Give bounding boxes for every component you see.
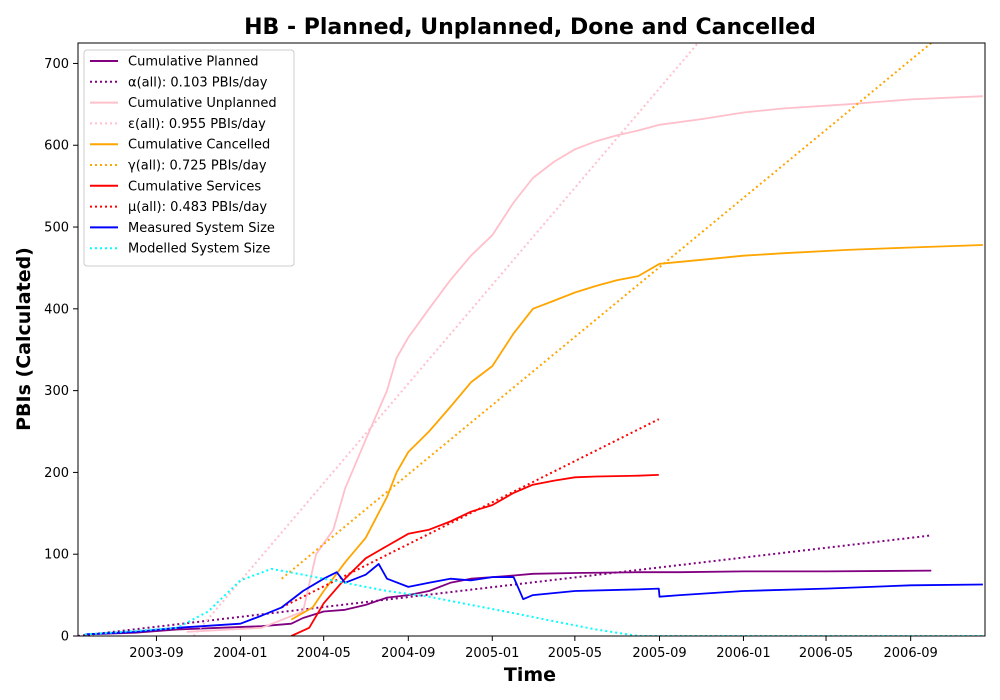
y-tick-label: 600	[44, 139, 69, 154]
x-tick-label: 2006-05	[799, 646, 853, 661]
y-tick-label: 500	[44, 221, 69, 236]
y-tick-label: 400	[44, 302, 69, 317]
x-tick-label: 2003-09	[129, 646, 183, 661]
series-line-0	[84, 569, 932, 636]
y-tick-label: 700	[44, 57, 69, 72]
y-tick-label: 300	[44, 384, 69, 399]
series-line-6	[290, 474, 659, 636]
legend-label: γ(all): 0.725 PBIs/day	[128, 159, 267, 174]
series-line-9	[84, 567, 983, 636]
series-line-1	[78, 534, 932, 636]
x-tick-label: 2004-01	[213, 646, 267, 661]
series-line-7	[281, 418, 660, 609]
legend-label: Cumulative Unplanned	[128, 96, 277, 111]
legend: Cumulative Planned α(all): 0.103 PBIs/day…	[83, 49, 295, 267]
x-axis-label: Time	[504, 664, 556, 686]
legend-label: Cumulative Cancelled	[128, 138, 270, 153]
y-tick-label: 200	[44, 466, 69, 481]
series-line-2	[186, 95, 983, 633]
series-line-8	[84, 563, 983, 636]
plot-frame	[77, 42, 986, 637]
legend-label: Cumulative Planned	[128, 55, 258, 70]
legend-label: μ(all): 0.483 PBIs/day	[128, 200, 267, 215]
legend-label: α(all): 0.103 PBIs/day	[128, 75, 268, 90]
chart-title: HB - Planned, Unplanned, Done and Cancel…	[244, 15, 816, 40]
legend-label: Cumulative Services	[128, 179, 261, 194]
y-tick-label: 100	[44, 548, 69, 563]
x-axis: 2003-09 2004-01 2004-05 2004-09 2005-01 2005-…	[129, 636, 938, 661]
x-tick-label: 2006-01	[716, 646, 770, 661]
y-axis-label: PBIs (Calculated)	[13, 247, 35, 431]
legend-box	[83, 49, 295, 267]
plot-area	[77, 42, 986, 637]
series-line-4	[290, 244, 983, 621]
x-tick-label: 2005-01	[465, 646, 519, 661]
legend-label: Measured System Size	[128, 221, 275, 236]
x-tick-label: 2004-09	[381, 646, 435, 661]
x-tick-label: 2006-09	[884, 646, 938, 661]
y-tick-label: 0	[61, 630, 69, 645]
legend-label: Modelled System Size	[128, 242, 270, 257]
x-tick-label: 2004-05	[297, 646, 351, 661]
legend-label: ε(all): 0.955 PBIs/day	[128, 117, 266, 132]
x-tick-label: 2005-09	[632, 646, 686, 661]
series-line-5	[281, 43, 932, 580]
y-axis: 0 100 200 300 400 500 600 700	[44, 57, 78, 645]
x-tick-label: 2005-05	[548, 646, 602, 661]
